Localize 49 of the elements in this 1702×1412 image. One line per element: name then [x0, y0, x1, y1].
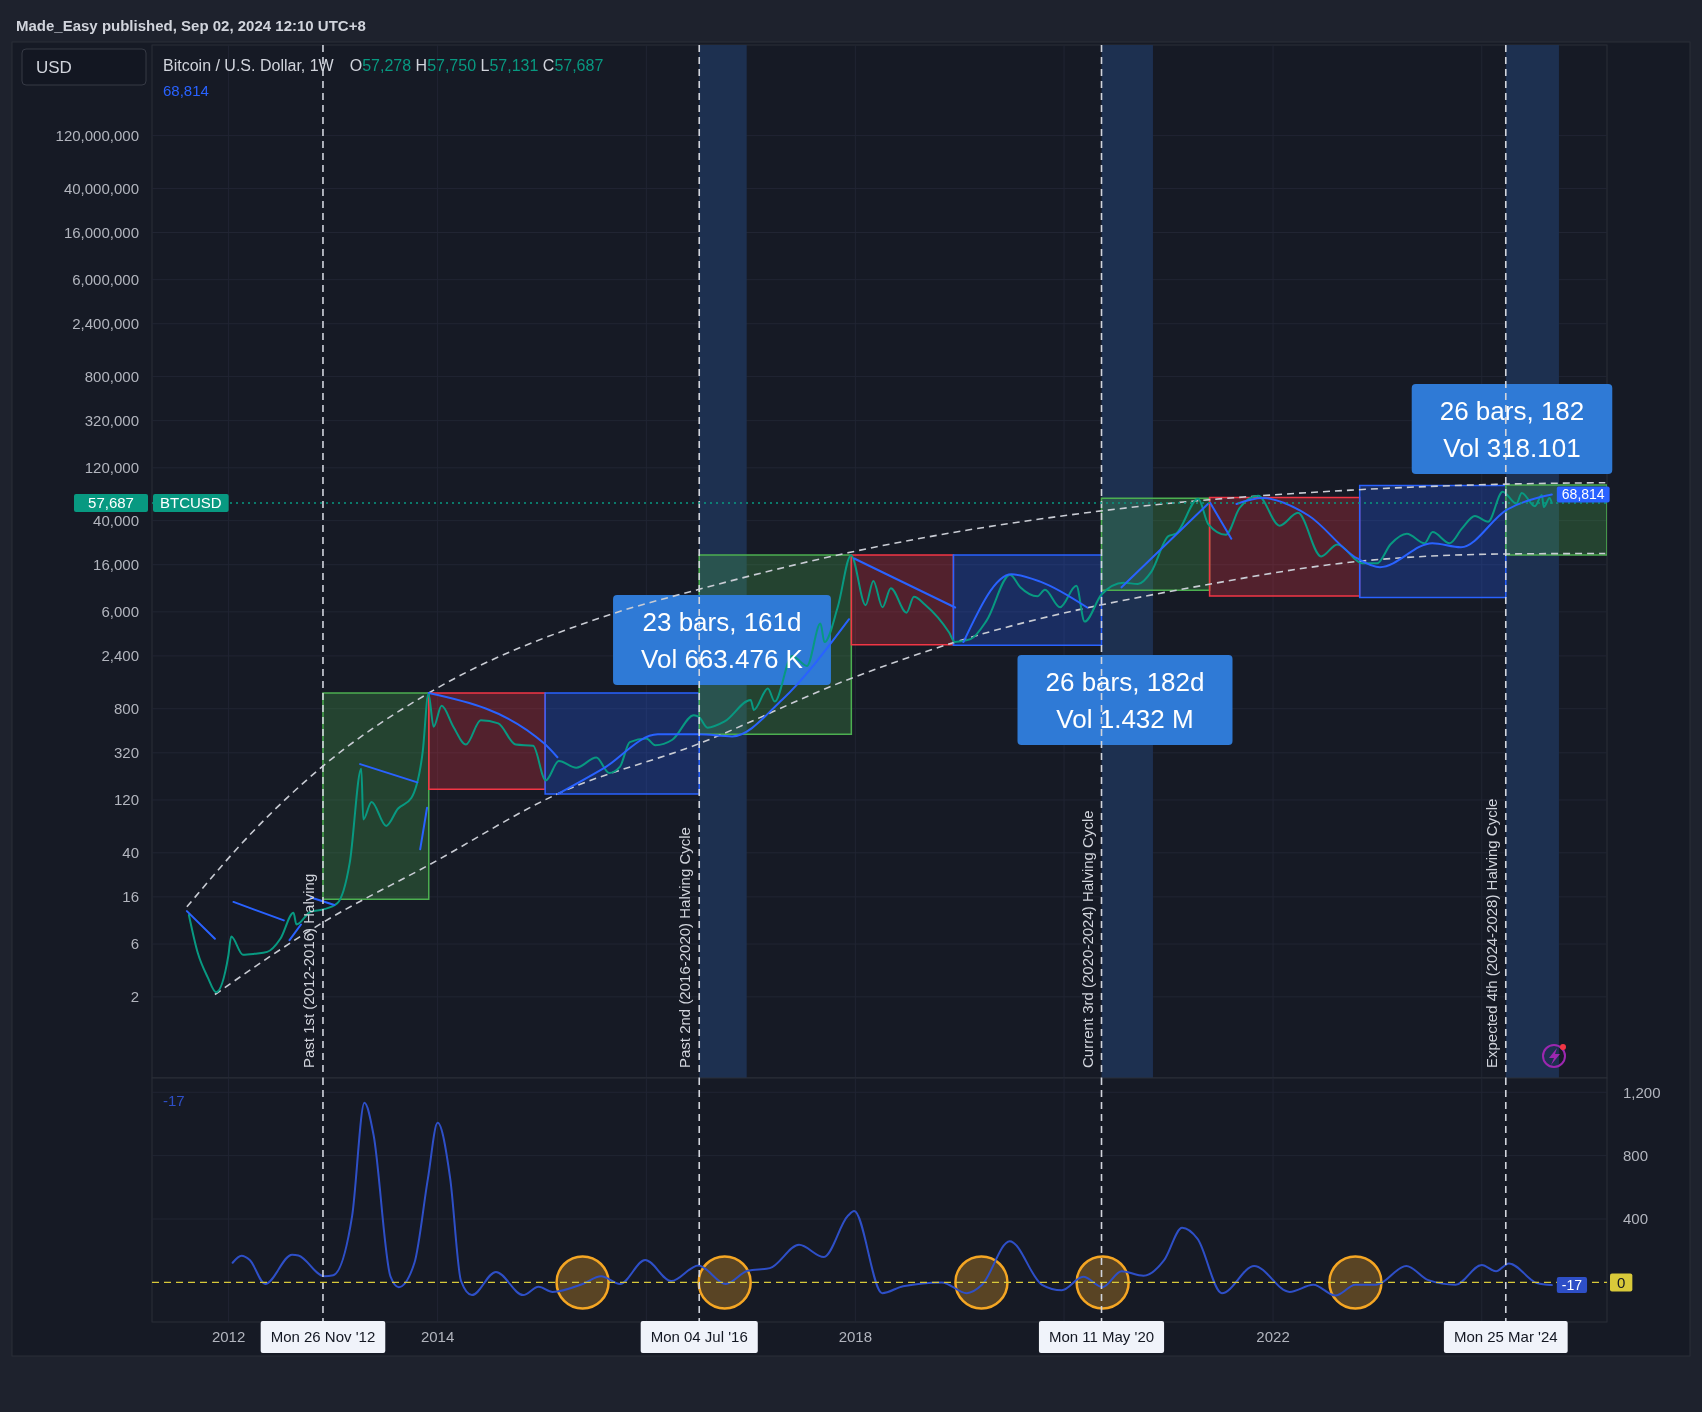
text: O57,278 H57,750 L57,131 C57,687: [349, 57, 604, 74]
annotation: 26 bars, 182 Vol 318.101: [1439, 395, 1585, 463]
y-axis-title: USD: [36, 57, 72, 77]
y-tick-label: 320: [113, 744, 139, 762]
y-tick-label: 800: [113, 699, 139, 717]
y-tick-label: 6,000: [101, 603, 139, 621]
x-tick-label: 2018: [838, 1328, 873, 1346]
x-tick-label: 2022: [1256, 1328, 1290, 1346]
text: Made_Easy published, Sep 02, 2024 12:10 UTC+8: [16, 17, 366, 34]
y-tick-label: 120,000,000: [55, 126, 139, 144]
y-tick-label: 40,000: [93, 511, 139, 529]
ref-line-label: Mon 26 Nov '12: [270, 1328, 376, 1346]
y-tick-label: 2,400: [101, 647, 139, 665]
data-label: 68,814: [1561, 486, 1605, 503]
ref-line-label: 0: [1617, 1273, 1626, 1291]
ref-line-label: Mon 11 May '20: [1048, 1328, 1155, 1346]
y-tick-label: 800,000: [84, 367, 139, 385]
annotation: 23 bars, 161d Vol 663.476 K: [641, 606, 804, 674]
ref-line-label: Mon 25 Mar '24: [1453, 1328, 1558, 1346]
annotation: 68,814: [163, 82, 209, 99]
ref-line-label: Expected 4th (2024-2028) Halving Cycle: [1482, 798, 1500, 1068]
annotation: 26 bars, 182d Vol 1.432 M: [1045, 666, 1205, 734]
ref-line-label: Mon 04 Jul '16: [650, 1328, 748, 1346]
y-tick-label: 16,000,000: [63, 223, 139, 241]
y-tick-label: 40,000,000: [63, 179, 139, 197]
legend-label: BTCUSD: [160, 494, 222, 512]
y-tick-label: 320,000: [84, 411, 139, 429]
y2-tick-label: 800: [1623, 1146, 1649, 1164]
data-label: -17: [1561, 1276, 1583, 1293]
line-series: [231, 1101, 1553, 1297]
ref-line-label: Past 2nd (2016-2020) Halving Cycle: [676, 827, 694, 1068]
y-tick-label: 6: [130, 935, 139, 953]
annotation: -17: [163, 1092, 185, 1109]
x-tick-label: 2012: [211, 1328, 246, 1346]
ref-line-label: Past 1st (2012-2016) Halving: [299, 873, 317, 1068]
y2-tick-label: 400: [1623, 1210, 1649, 1228]
text: Bitcoin / U.S. Dollar, 1W: [163, 57, 335, 74]
y-tick-label: 120,000: [84, 459, 139, 477]
y-tick-label: 16: [122, 888, 139, 906]
y-tick-label: 16,000: [93, 555, 139, 573]
y-tick-label: 120: [113, 791, 139, 809]
y-tick-label: 2,400,000: [72, 314, 139, 332]
ref-line-label: 57,687: [88, 494, 134, 512]
y2-tick-label: 1,200: [1623, 1083, 1661, 1101]
x-tick-label: 2014: [420, 1328, 455, 1346]
y-tick-label: 40: [122, 844, 139, 862]
y-tick-label: 2: [130, 988, 139, 1006]
ref-line-label: Current 3rd (2020-2024) Halving Cycle: [1078, 810, 1096, 1068]
y-tick-label: 6,000,000: [72, 270, 139, 288]
